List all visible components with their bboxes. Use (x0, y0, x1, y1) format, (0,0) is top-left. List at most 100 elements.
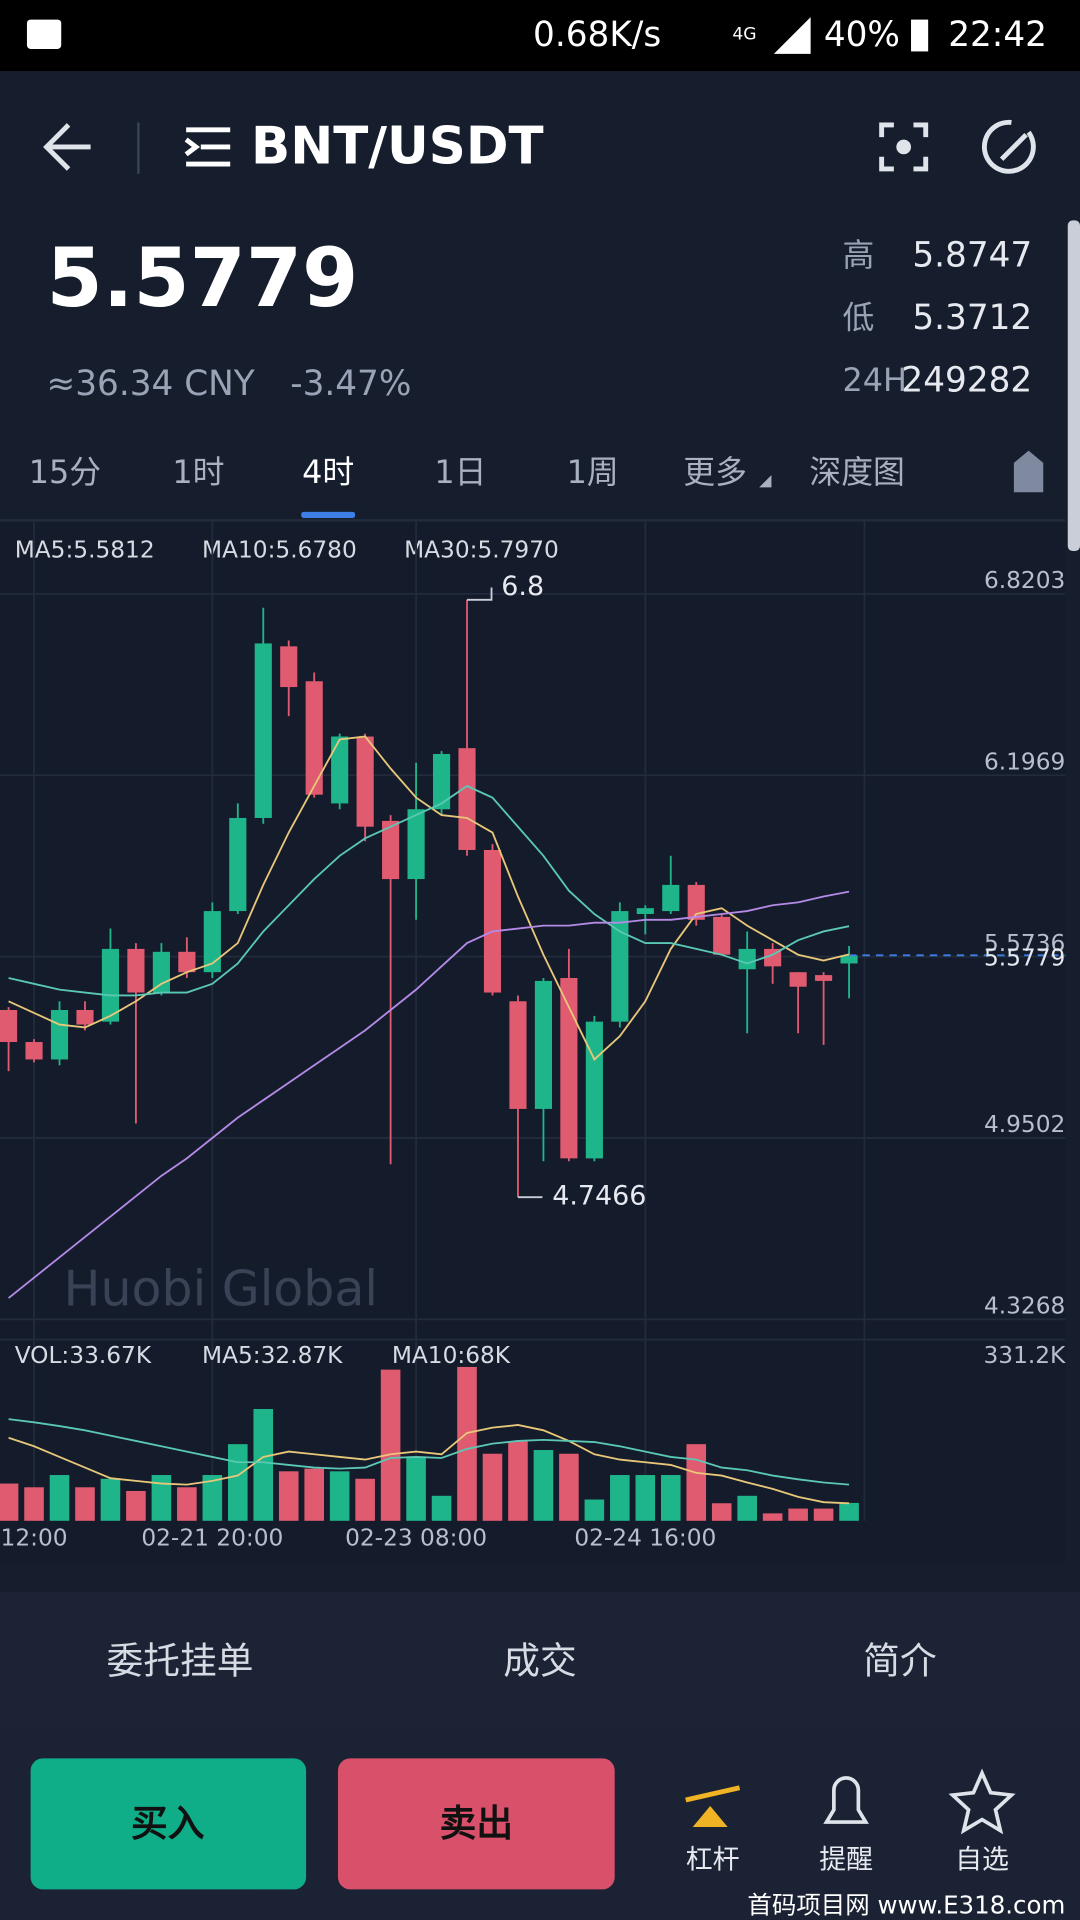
candle-body (815, 975, 833, 981)
volume-bar (660, 1475, 681, 1521)
pair-title: BNT/USDT (251, 116, 544, 176)
x-tick-label: 02-24 16:00 (574, 1525, 716, 1552)
volume-bar (457, 1366, 477, 1521)
stat-label: 低 (842, 299, 874, 337)
candle-body (687, 884, 705, 920)
volume-bar (788, 1508, 808, 1521)
candle-body (713, 916, 731, 955)
change-pct: -3.47% (290, 364, 411, 404)
candle-body (356, 736, 374, 827)
interval-tab[interactable]: 深度图 (809, 453, 905, 491)
chart-settings-icon[interactable] (1013, 450, 1044, 493)
detail-tab[interactable]: 委托挂单 (107, 1639, 254, 1682)
favorite-icon[interactable] (948, 1768, 1016, 1835)
candle-body (382, 820, 400, 880)
last-price-label: 5.5779 (984, 945, 1065, 972)
scan-dot (896, 139, 912, 155)
detail-tab[interactable]: 简介 (863, 1639, 936, 1682)
volume-bar (355, 1478, 375, 1521)
extreme-label: 4.7466 (552, 1181, 646, 1212)
candle-body (534, 980, 552, 1109)
stat-value: 249282 (901, 361, 1032, 401)
volume-bar (635, 1475, 656, 1521)
volume-bar (711, 1503, 732, 1521)
buy-button[interactable] (30, 1758, 307, 1890)
y-tick-label: 5.5736 (984, 930, 1065, 957)
interval-tab[interactable]: 15分 (29, 453, 101, 491)
volume-bar (584, 1499, 605, 1521)
candle-body (178, 951, 196, 973)
stat-value: 5.3712 (912, 298, 1032, 338)
ma-line (8, 735, 850, 1061)
candle-body (662, 884, 680, 912)
menu-icon[interactable] (184, 127, 231, 167)
volume-bar (686, 1444, 707, 1521)
vol-tick-label: 331.2K (983, 1342, 1066, 1369)
candle-body (432, 753, 451, 810)
net-speed: 0.68K/s (533, 15, 661, 55)
detail-tabs: 委托挂单 成交 简介 (107, 1639, 937, 1682)
interval-tab[interactable]: 4时 (302, 453, 354, 491)
candle-body (840, 955, 858, 964)
x-tick-label: 12:00 (1, 1525, 68, 1552)
ma-label: MA10:5.6780 (202, 537, 357, 564)
sell-button[interactable] (337, 1758, 615, 1890)
candle-body (458, 748, 476, 850)
sell-label: 卖出 (440, 1802, 513, 1845)
scan-icon[interactable] (879, 122, 929, 172)
back-button[interactable] (43, 123, 91, 171)
y-tick-label: 6.1969 (984, 748, 1065, 775)
more-arrow (759, 475, 772, 488)
candle-body (0, 1010, 18, 1043)
alert-icon[interactable] (823, 1776, 869, 1824)
candle-body (331, 736, 349, 804)
volume-bar (228, 1444, 248, 1521)
ma-line (8, 1424, 850, 1505)
leverage-icon[interactable] (685, 1785, 741, 1827)
share-icon[interactable] (981, 119, 1036, 174)
tool-label[interactable]: 自选 (955, 1845, 1009, 1876)
volume-bar (482, 1453, 503, 1521)
ma-line (8, 784, 850, 997)
detail-tab[interactable]: 成交 (503, 1639, 576, 1682)
y-tick-label: 4.3268 (984, 1293, 1065, 1320)
chart-area (0, 521, 1066, 1563)
x-tick-label: 02-23 08:00 (345, 1525, 487, 1552)
candle-body (789, 972, 807, 987)
candle-body (280, 646, 298, 688)
ma-label: MA30:5.7970 (404, 537, 559, 564)
vol-label: VOL:33.67K (15, 1342, 152, 1369)
volume-bar (380, 1369, 401, 1521)
interval-tab[interactable]: 1日 (434, 453, 486, 491)
interval-tab[interactable]: 1周 (567, 453, 619, 491)
signal-icon (773, 17, 811, 54)
volume-bar (508, 1441, 528, 1521)
detail-tabs-bar (0, 1591, 1080, 1727)
interval-tab[interactable]: 更多 (683, 453, 747, 491)
tool-label[interactable]: 提醒 (819, 1845, 873, 1876)
volume-bar (100, 1478, 121, 1521)
volume-bar (24, 1487, 44, 1521)
volume-bar (151, 1475, 172, 1521)
volume-bar (202, 1475, 223, 1521)
volume-bar (49, 1475, 70, 1521)
scrollbar (1067, 220, 1080, 552)
extreme-label: 6.8 (501, 571, 544, 602)
ma-line (7, 890, 850, 1299)
candle-body (305, 681, 323, 795)
volume-bar (177, 1487, 197, 1521)
clock: 22:42 (948, 15, 1047, 55)
ma-line (8, 1418, 850, 1486)
y-tick-label: 4.9502 (984, 1111, 1065, 1138)
tool-label[interactable]: 杠杆 (686, 1845, 740, 1876)
volume-bar (533, 1450, 554, 1521)
cny-price: ≈36.34 CNY (47, 364, 255, 404)
extreme-pointer (467, 587, 493, 601)
volume-bar (737, 1495, 757, 1521)
vol-label: MA5:32.87K (202, 1342, 343, 1369)
interval-tab[interactable]: 1时 (172, 453, 224, 491)
gallery-icon (26, 19, 62, 49)
network: 4G (732, 24, 756, 44)
volume-bar (559, 1453, 579, 1521)
